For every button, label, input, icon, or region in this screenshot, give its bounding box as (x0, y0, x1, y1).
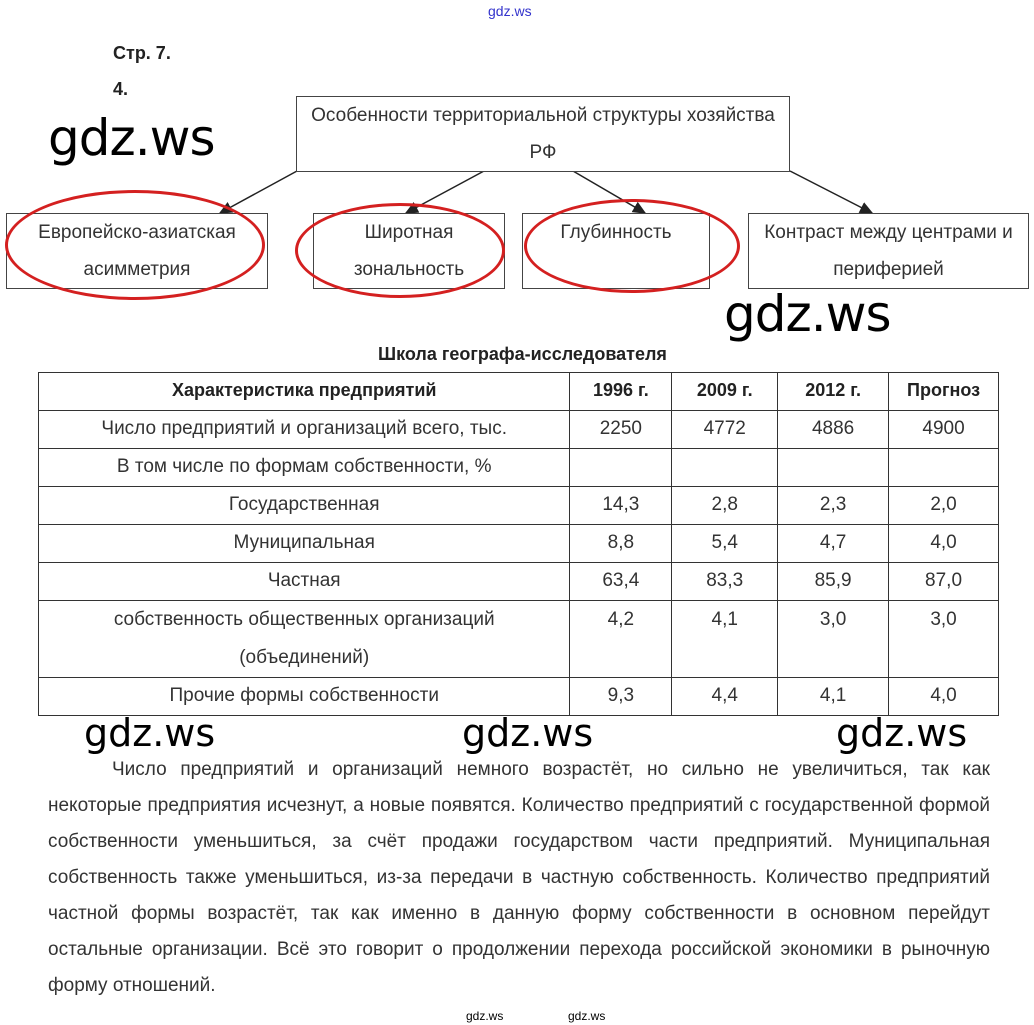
enterprise-table: Характеристика предприятий 1996 г. 2009 … (37, 372, 999, 716)
task-number: 4. (113, 79, 129, 99)
table-cell: 4,1 (671, 600, 779, 678)
column-header: 2009 г. (671, 372, 779, 411)
table-cell (671, 448, 779, 487)
red-circle-mark (524, 199, 740, 293)
watermark: gdz.ws (568, 1009, 606, 1023)
row-label: собственность общественных организаций (… (37, 600, 571, 678)
table-row: собственность общественных организаций (… (37, 600, 999, 678)
row-label: В том числе по формам собственности, % (37, 448, 571, 487)
diagram-child-label: Контраст между центрами и периферией (764, 222, 1013, 280)
diagram-root-box: Особенности территориальной структуры хо… (296, 96, 790, 172)
table-cell: 9,3 (569, 677, 673, 716)
arrow (789, 170, 874, 214)
table-cell: 85,9 (777, 562, 890, 601)
table-row: В том числе по формам собственности, % (37, 448, 999, 487)
page-reference: Стр. 7. (113, 43, 171, 63)
table-cell: 8,8 (569, 524, 673, 563)
watermark: gdz.ws (48, 109, 216, 167)
table-cell: 83,3 (671, 562, 779, 601)
row-label: Прочие формы собственности (37, 677, 571, 716)
table-row: Муниципальная 8,8 5,4 4,7 4,0 (37, 524, 999, 563)
table-cell: 2,8 (671, 486, 779, 525)
row-label: Государственная (37, 486, 571, 525)
table-cell (569, 448, 673, 487)
column-header: 1996 г. (569, 372, 673, 411)
table-cell: 4,7 (777, 524, 890, 563)
table-cell: 2250 (569, 410, 673, 449)
table-cell: 87,0 (888, 562, 999, 601)
arrow (218, 170, 298, 214)
red-circle-mark (295, 203, 505, 298)
table-cell: 3,0 (888, 600, 999, 678)
row-label: Частная (37, 562, 571, 601)
table-cell: 4886 (777, 410, 890, 449)
column-header: Прогноз (888, 372, 999, 411)
column-header: Характеристика предприятий (37, 372, 571, 411)
table-cell: 63,4 (569, 562, 673, 601)
table-cell (888, 448, 999, 487)
row-label: Муниципальная (37, 524, 571, 563)
table-row: Государственная 14,3 2,8 2,3 2,0 (37, 486, 999, 525)
table-cell (777, 448, 890, 487)
watermark: gdz.ws (84, 711, 216, 755)
table-row: Число предприятий и организаций всего, т… (37, 410, 999, 449)
red-circle-mark (5, 190, 265, 300)
table-cell: 5,4 (671, 524, 779, 563)
watermark: gdz.ws (466, 1009, 504, 1023)
table-header-row: Характеристика предприятий 1996 г. 2009 … (37, 372, 999, 411)
table-cell: 4772 (671, 410, 779, 449)
watermark: gdz.ws (724, 285, 892, 343)
table-cell: 4,0 (888, 677, 999, 716)
table-row: Прочие формы собственности 9,3 4,4 4,1 4,0 (37, 677, 999, 716)
table-cell: 4,0 (888, 524, 999, 563)
table-cell: 3,0 (777, 600, 890, 678)
diagram-child-box: Контраст между центрами и периферией (748, 213, 1029, 289)
watermark: gdz.ws (462, 711, 594, 755)
table-cell: 14,3 (569, 486, 673, 525)
table-cell: 4,1 (777, 677, 890, 716)
row-label: Число предприятий и организаций всего, т… (37, 410, 571, 449)
conclusion-paragraph: Число предприятий и организаций немного … (48, 759, 990, 996)
table-row: Частная 63,4 83,3 85,9 87,0 (37, 562, 999, 601)
table-title: Школа географа-исследователя (378, 344, 667, 364)
table-cell: 2,0 (888, 486, 999, 525)
table-cell: 4,4 (671, 677, 779, 716)
watermark: gdz.ws (836, 711, 968, 755)
table-cell: 4900 (888, 410, 999, 449)
watermark-top: gdz.ws (488, 3, 532, 19)
diagram-root-label: Особенности территориальной структуры хо… (311, 105, 775, 163)
table-cell: 2,3 (777, 486, 890, 525)
table-cell: 4,2 (569, 600, 673, 678)
column-header: 2012 г. (777, 372, 890, 411)
